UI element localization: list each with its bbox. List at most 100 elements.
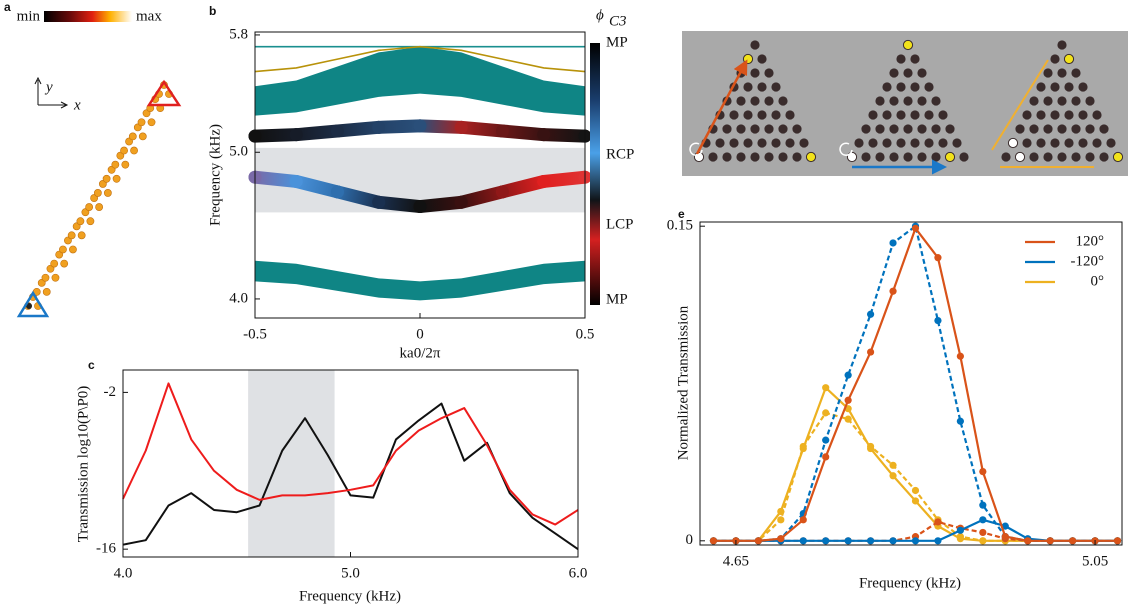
lattice-site xyxy=(882,82,892,92)
lattice-site xyxy=(1071,96,1081,106)
point xyxy=(956,526,964,534)
edge-state xyxy=(372,195,386,209)
lattice-site xyxy=(729,110,739,120)
colorbar-min: min xyxy=(17,8,41,24)
y-tick-label: -16 xyxy=(96,541,116,557)
lattice-site xyxy=(1112,151,1124,163)
x-tick-label: -0.5 xyxy=(243,326,267,342)
atom xyxy=(59,245,67,254)
lattice-site xyxy=(910,138,920,148)
lattice-site xyxy=(736,124,746,134)
edge-state xyxy=(537,174,551,188)
lattice-site xyxy=(785,138,795,148)
edge-state xyxy=(413,119,427,133)
lattice-site xyxy=(889,68,899,78)
gap-shade xyxy=(248,370,335,557)
edge-state xyxy=(331,185,344,199)
lattice-site xyxy=(875,96,885,106)
y-tick-label: 0 xyxy=(686,532,694,548)
lattice-site xyxy=(750,68,760,78)
edge-band-segment xyxy=(454,120,509,138)
atom xyxy=(85,203,94,211)
lattice-site xyxy=(854,138,864,148)
lattice-site xyxy=(1050,110,1060,120)
point xyxy=(979,537,987,545)
point xyxy=(777,535,785,543)
edge-band-segment xyxy=(289,174,344,199)
point xyxy=(822,409,830,417)
lattice-site xyxy=(945,124,955,134)
lattice-site xyxy=(1057,152,1067,162)
panel-label: c xyxy=(88,358,95,372)
point xyxy=(911,497,920,505)
atom xyxy=(128,132,137,141)
panel-label: a xyxy=(4,0,11,14)
atom xyxy=(86,217,95,226)
lattice-site xyxy=(1036,138,1046,148)
lattice-site xyxy=(924,138,934,148)
point xyxy=(889,239,897,247)
arrow-heads xyxy=(34,76,69,109)
lattice-site xyxy=(1001,152,1011,162)
lattice-site xyxy=(1022,110,1032,120)
point xyxy=(911,486,920,495)
lattice-site xyxy=(785,110,795,120)
atom xyxy=(112,174,121,183)
lattice-site xyxy=(1029,152,1039,162)
lattice-site xyxy=(1036,82,1046,92)
panel-d: d xyxy=(682,31,1128,176)
x-axis-label: ka0/2π xyxy=(400,345,441,361)
panel-a: a min max y x xyxy=(4,0,182,318)
edge-band-segment xyxy=(413,195,468,214)
point xyxy=(844,371,852,379)
lattice-site xyxy=(910,54,920,64)
lattice-site xyxy=(902,39,914,51)
arrow-orange xyxy=(695,59,748,155)
axes-frame xyxy=(122,369,579,558)
series-line xyxy=(122,382,579,526)
colorbar-tick-label: MP xyxy=(606,34,628,50)
lattice-site xyxy=(903,68,913,78)
point xyxy=(1001,533,1009,541)
lattice-site xyxy=(743,110,753,120)
atom xyxy=(138,132,147,141)
lattice-site xyxy=(903,152,913,162)
lattice-site xyxy=(938,138,948,148)
x-tick-label: 0.5 xyxy=(576,326,595,342)
point xyxy=(1046,537,1054,545)
lattice-site xyxy=(952,138,962,148)
lattice-site xyxy=(889,152,899,162)
point xyxy=(799,537,807,545)
lattice-site xyxy=(1099,152,1109,162)
plot xyxy=(248,45,592,301)
point xyxy=(844,537,852,545)
atom xyxy=(102,174,111,183)
lattice-site xyxy=(882,110,892,120)
edge-band-segment xyxy=(289,124,344,142)
lattice-site xyxy=(764,124,774,134)
point xyxy=(889,461,897,469)
lattice-site xyxy=(715,138,725,148)
lattice-site xyxy=(764,152,774,162)
legend-label: 0° xyxy=(1091,273,1105,289)
atom xyxy=(95,203,104,211)
lattice-site xyxy=(896,82,906,92)
point xyxy=(934,316,942,325)
atom xyxy=(93,189,102,197)
x-tick-label: 5.0 xyxy=(341,565,360,581)
edge-band-segment xyxy=(248,128,303,143)
colorbar-tick-label: RCP xyxy=(606,146,634,162)
point xyxy=(844,396,852,404)
edge-band-segment xyxy=(372,119,427,134)
lattice-site xyxy=(917,68,927,78)
lattice-site xyxy=(1022,138,1032,148)
point xyxy=(1113,537,1122,545)
x-tick-label: 5.05 xyxy=(1082,553,1108,569)
edge-band-segment xyxy=(331,185,386,209)
y-tick-label: 0.15 xyxy=(667,218,693,234)
lattice-site xyxy=(1071,152,1081,162)
lattice-site xyxy=(1099,124,1109,134)
lattices xyxy=(693,39,1124,163)
lattice-site xyxy=(1029,96,1039,106)
x-axis-label: Frequency (kHz) xyxy=(299,588,401,604)
